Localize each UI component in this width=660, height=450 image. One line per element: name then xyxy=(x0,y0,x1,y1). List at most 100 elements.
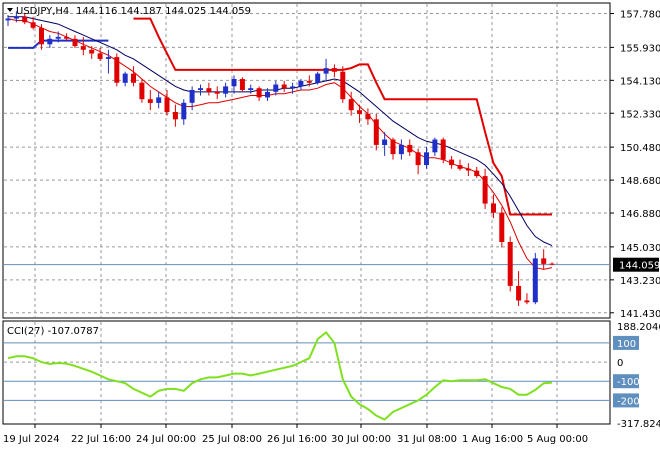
cci-tick-label: -100 xyxy=(617,377,640,388)
candle-body xyxy=(265,91,270,98)
candle-body xyxy=(348,99,354,111)
candle-body xyxy=(256,88,262,98)
candle-body xyxy=(440,139,446,160)
candle-body xyxy=(290,86,296,89)
cci-level-box xyxy=(613,335,639,350)
candle-body xyxy=(306,80,312,83)
cci-tick-label: -200 xyxy=(617,396,640,407)
candle-body xyxy=(315,73,321,83)
candle-body xyxy=(189,90,195,103)
slow-ma-line xyxy=(8,16,553,247)
price-tick-label: 154.130 xyxy=(620,76,660,87)
axes: 157.780 155.930 154.130 152.330 150.480 148.6… xyxy=(3,10,660,446)
time-tick-label: 22 Jul 16:00 xyxy=(71,434,131,445)
candle-body xyxy=(22,16,28,23)
candle-body xyxy=(541,258,547,264)
candle-body xyxy=(424,152,429,166)
candle-body xyxy=(80,46,86,50)
candle-body xyxy=(30,22,36,28)
price-tick-label: 143.230 xyxy=(620,276,660,287)
current-price-box xyxy=(613,257,659,272)
candle-body xyxy=(273,84,279,92)
time-tick-label: 30 Jul 00:00 xyxy=(331,434,391,445)
cci-series xyxy=(7,330,553,421)
symbol-label[interactable]: USDJPY,H4 xyxy=(16,6,69,17)
candle-body xyxy=(39,27,44,45)
cci-label: CCI(27) -107.0787 xyxy=(7,326,99,337)
cci-tick-label: -317.824 xyxy=(617,419,660,430)
candle-body xyxy=(390,139,396,155)
cci-level-box xyxy=(613,393,639,408)
candle-body xyxy=(156,97,162,103)
price-tick-label: 152.330 xyxy=(620,109,660,120)
price-tick-label: 146.880 xyxy=(620,209,660,220)
candle-body xyxy=(147,99,153,103)
cci-line xyxy=(7,330,553,421)
time-tick-label: 26 Jul 16:00 xyxy=(267,434,327,445)
time-tick-label: 19 Jul 2024 xyxy=(3,434,60,445)
time-tick-label: 25 Jul 08:00 xyxy=(202,434,262,445)
candle-body xyxy=(281,84,287,89)
time-tick-label: 5 Aug 00:00 xyxy=(527,434,588,445)
candle-body xyxy=(89,49,95,54)
candle-body xyxy=(491,203,496,213)
candle-body xyxy=(449,159,455,166)
price-tick-label: 148.680 xyxy=(620,176,660,187)
candle-body xyxy=(507,242,513,286)
candle-body xyxy=(64,36,70,39)
candle-body xyxy=(373,119,379,145)
time-tick-label: 1 Aug 16:00 xyxy=(462,434,523,445)
candle-body xyxy=(223,86,229,94)
candle-body xyxy=(72,38,78,47)
candle-body xyxy=(549,263,555,265)
candle-body xyxy=(198,88,203,90)
price-tick-label: 145.030 xyxy=(620,243,660,254)
candle-body xyxy=(415,152,421,166)
cci-levels xyxy=(4,342,609,401)
candle-body xyxy=(398,144,404,155)
candle-body xyxy=(114,57,120,83)
current-price-label: 144.059 xyxy=(619,261,660,272)
candle-body xyxy=(457,165,463,169)
candle-body xyxy=(298,80,304,87)
candle-body xyxy=(105,57,111,59)
candle-body xyxy=(357,110,362,114)
candle-body xyxy=(231,79,237,87)
cci-tick-label: 0 xyxy=(617,358,623,369)
candle-body xyxy=(365,113,371,120)
price-panel-frame xyxy=(2,2,611,319)
candle-body xyxy=(13,16,19,19)
candle-body xyxy=(474,170,480,177)
candle-body xyxy=(482,176,488,204)
candle-body xyxy=(524,300,530,303)
candle-body xyxy=(239,79,245,90)
candle-body xyxy=(465,168,471,171)
price-tick-label: 155.930 xyxy=(620,43,660,54)
candle-body xyxy=(97,53,103,59)
cci-level-box xyxy=(613,374,639,389)
candle-body xyxy=(55,36,61,39)
candle-body xyxy=(499,212,505,242)
symbol-dropdown-icon[interactable] xyxy=(7,8,13,12)
candle-body xyxy=(340,71,346,100)
candle-body xyxy=(181,102,187,120)
candle-body xyxy=(5,18,11,21)
candle-body xyxy=(139,82,145,100)
candle-body xyxy=(172,112,178,120)
price-tick-label: 141.430 xyxy=(620,309,660,320)
fast-ma-line xyxy=(7,18,553,270)
time-tick-label: 31 Jul 08:00 xyxy=(397,434,457,445)
cci-tick-label: 100 xyxy=(617,339,636,350)
candle-body xyxy=(323,68,329,74)
candle-body xyxy=(407,144,413,153)
price-tick-label: 157.780 xyxy=(620,10,660,21)
candle-body xyxy=(131,73,136,83)
candle-body xyxy=(248,88,254,90)
ohlc-readout: 144.116 144.187 144.025 144.059 xyxy=(76,6,251,17)
candle-body xyxy=(122,73,128,83)
candle-body xyxy=(214,91,220,94)
candle-body xyxy=(516,285,522,301)
price-series xyxy=(4,11,609,307)
cci-tick-label: 188.2046 xyxy=(617,322,660,333)
